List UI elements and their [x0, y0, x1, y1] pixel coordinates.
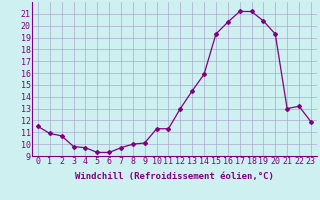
X-axis label: Windchill (Refroidissement éolien,°C): Windchill (Refroidissement éolien,°C) [75, 172, 274, 181]
